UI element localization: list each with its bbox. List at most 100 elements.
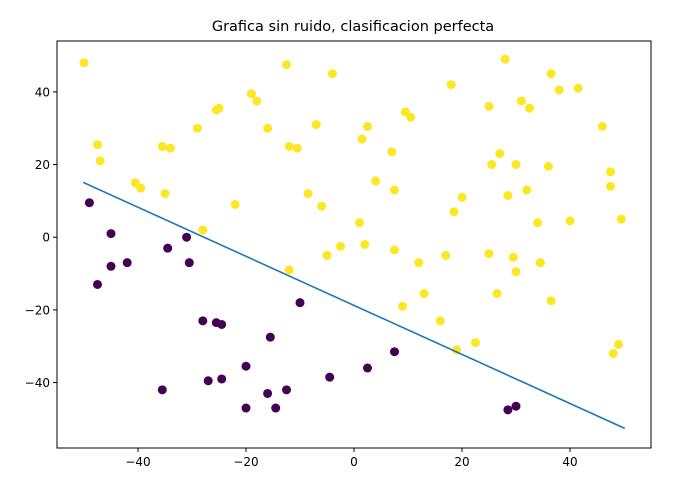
data-point-class-1 <box>511 160 521 170</box>
data-point-class-0 <box>282 385 291 395</box>
data-point-class-1 <box>546 69 556 79</box>
data-point-class-1 <box>565 216 575 226</box>
data-point-class-1 <box>136 183 146 193</box>
data-point-class-1 <box>516 96 526 106</box>
data-point-class-1 <box>525 103 534 113</box>
data-point-class-1 <box>446 80 456 90</box>
data-point-class-1 <box>484 249 494 259</box>
data-point-class-0 <box>106 229 116 239</box>
data-point-class-0 <box>295 298 305 308</box>
data-point-class-1 <box>471 338 480 348</box>
data-point-class-0 <box>241 361 251 371</box>
data-point-class-1 <box>322 250 332 260</box>
plot-area: −40 −20 0 20 40 −40 −20 0 20 40 <box>25 40 652 469</box>
data-point-class-1 <box>554 85 564 95</box>
data-point-class-1 <box>230 200 240 210</box>
data-point-class-0 <box>325 372 335 382</box>
data-point-class-1 <box>371 176 381 186</box>
x-tick-label: −40 <box>125 455 150 469</box>
data-point-class-1 <box>535 258 545 268</box>
data-point-class-1 <box>614 339 624 349</box>
data-point-class-1 <box>360 240 370 249</box>
data-point-class-0 <box>241 403 251 413</box>
data-point-class-1 <box>363 121 372 131</box>
x-tick-label: 0 <box>350 455 358 469</box>
data-point-class-1 <box>192 123 202 133</box>
data-point-class-0 <box>157 385 167 395</box>
data-point-class-1 <box>608 349 618 359</box>
data-point-class-0 <box>263 388 273 398</box>
data-point-class-1 <box>198 225 208 235</box>
data-point-class-1 <box>487 160 497 170</box>
data-point-class-0 <box>265 332 275 342</box>
data-point-class-1 <box>597 121 607 131</box>
data-point-class-1 <box>435 316 445 326</box>
data-point-class-1 <box>165 143 175 153</box>
data-point-class-1 <box>441 250 451 260</box>
data-point-class-0 <box>390 347 399 357</box>
data-point-class-1 <box>79 58 89 68</box>
data-point-class-1 <box>303 189 313 199</box>
y-tick-label: 0 <box>42 231 50 245</box>
data-point-class-0 <box>182 232 192 242</box>
data-point-class-1 <box>284 265 294 275</box>
data-point-class-0 <box>217 374 227 384</box>
data-point-class-0 <box>217 319 227 329</box>
data-point-class-0 <box>203 376 213 386</box>
data-point-class-0 <box>122 258 132 268</box>
data-point-class-0 <box>198 316 208 326</box>
data-point-class-1 <box>546 296 556 306</box>
data-point-class-1 <box>492 289 502 299</box>
data-point-class-1 <box>484 101 494 111</box>
data-point-class-1 <box>398 301 408 311</box>
data-point-class-1 <box>252 96 262 106</box>
data-point-class-1 <box>500 54 510 64</box>
data-point-class-1 <box>284 141 294 151</box>
data-point-class-1 <box>93 140 102 150</box>
data-point-class-1 <box>311 120 321 130</box>
data-point-class-1 <box>457 192 467 202</box>
data-point-class-1 <box>157 141 167 151</box>
x-tick-label: 20 <box>454 455 469 469</box>
y-tick-label: −40 <box>25 376 50 390</box>
data-point-class-1 <box>606 167 615 177</box>
data-point-class-1 <box>336 241 345 251</box>
data-point-class-0 <box>503 405 513 415</box>
data-point-class-1 <box>503 190 513 200</box>
data-point-class-1 <box>160 189 170 199</box>
chart-title: Grafica sin ruido, clasificacion perfect… <box>212 19 494 35</box>
data-point-class-0 <box>106 261 116 271</box>
y-tick-label: −20 <box>25 303 50 317</box>
data-point-class-1 <box>263 123 273 133</box>
data-point-class-0 <box>184 258 194 268</box>
data-point-class-0 <box>84 198 94 208</box>
data-point-class-1 <box>543 161 553 171</box>
data-point-class-1 <box>292 143 302 153</box>
data-point-class-1 <box>511 267 521 277</box>
data-point-class-1 <box>387 147 397 157</box>
data-point-class-0 <box>93 279 102 289</box>
data-point-class-0 <box>363 363 372 373</box>
data-point-class-1 <box>533 218 543 228</box>
data-point-class-1 <box>495 149 505 159</box>
data-point-class-1 <box>246 89 256 99</box>
y-tick-label: 20 <box>35 158 50 172</box>
data-point-class-0 <box>163 243 173 253</box>
y-tick-label: 40 <box>35 85 50 99</box>
data-point-class-1 <box>354 218 364 228</box>
x-tick-label: 40 <box>562 455 577 469</box>
data-point-class-1 <box>522 185 532 195</box>
data-point-class-1 <box>95 156 105 166</box>
x-tick-label: −20 <box>233 455 258 469</box>
data-point-class-0 <box>271 403 281 413</box>
data-point-class-1 <box>390 185 399 195</box>
data-point-class-1 <box>214 103 224 113</box>
data-point-class-1 <box>606 181 615 191</box>
data-point-class-1 <box>573 83 583 93</box>
data-point-class-1 <box>449 207 459 217</box>
data-point-class-1 <box>616 214 626 224</box>
decision-boundary-line <box>82 181 626 430</box>
data-point-class-1 <box>414 258 424 268</box>
